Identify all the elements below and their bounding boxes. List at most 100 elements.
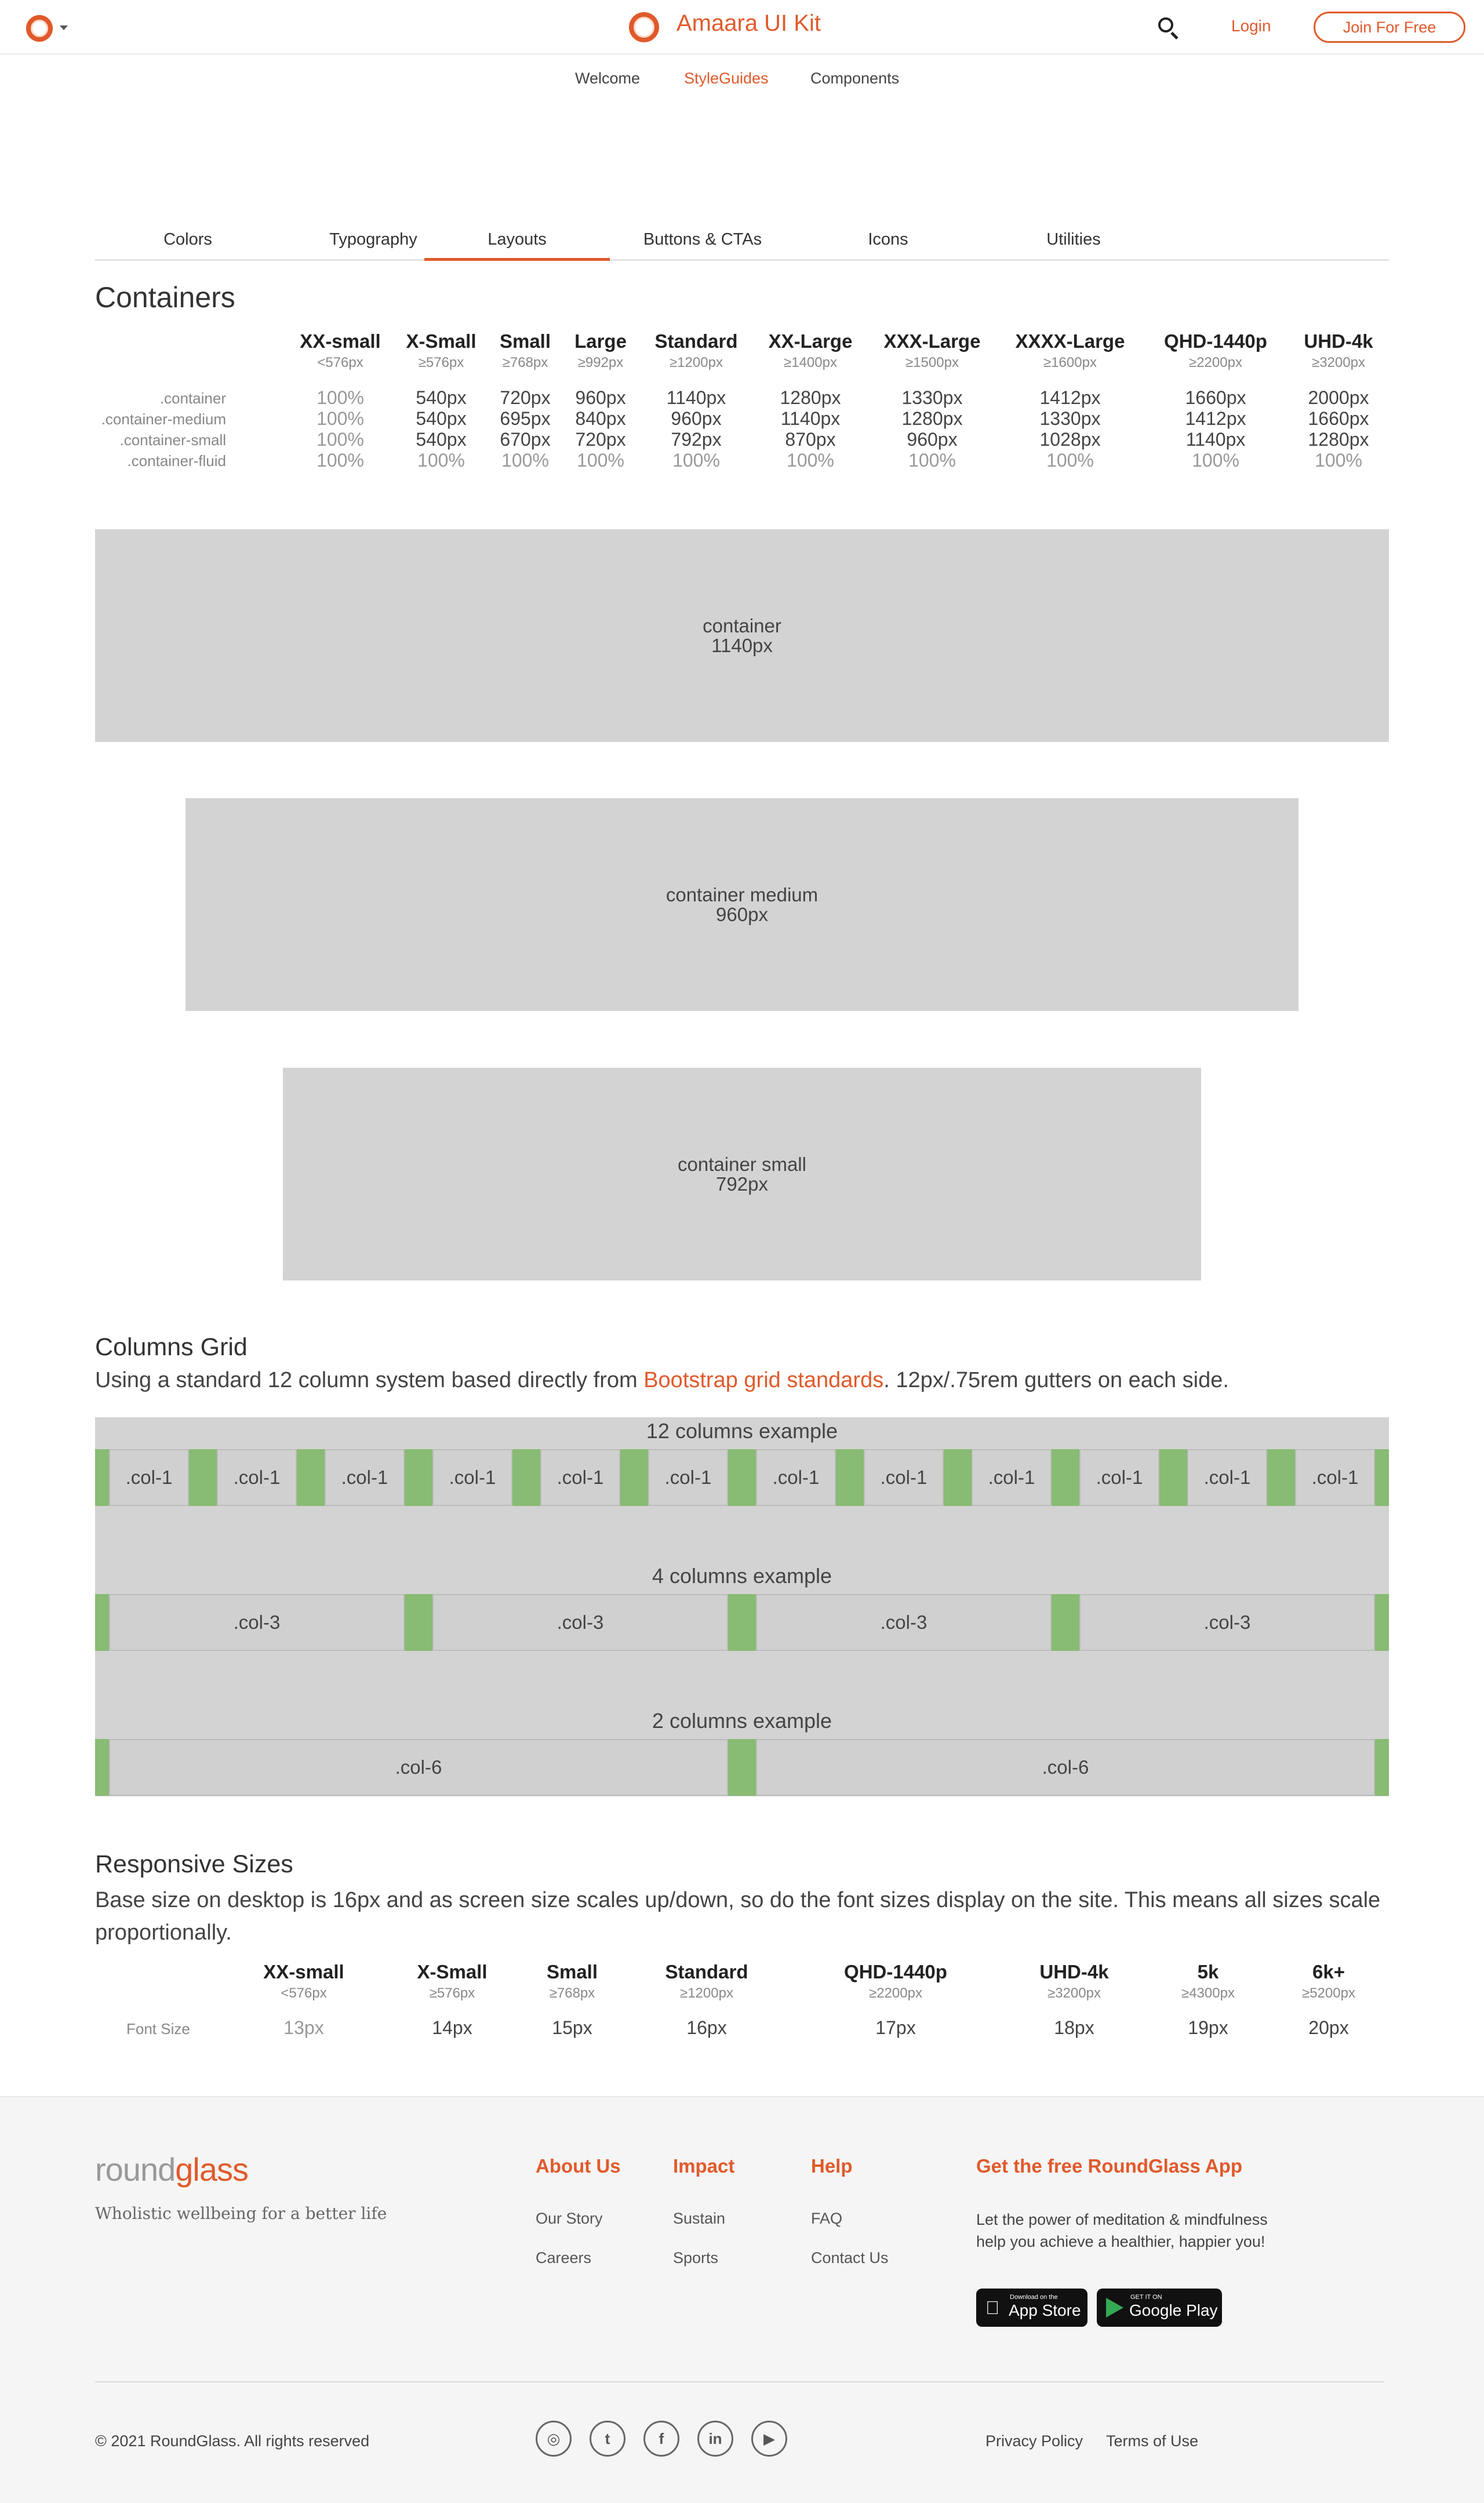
subnav-components[interactable]: Components [810, 70, 900, 87]
container-width-cell: 100% [672, 450, 720, 471]
linkedin-icon[interactable]: in [697, 2421, 733, 2457]
section-title-containers: Containers [95, 281, 235, 314]
tab-layouts[interactable]: Layouts [424, 218, 610, 261]
footer-tagline: Wholistic wellbeing for a better life [95, 2204, 387, 2223]
grid-column-label: .col-3 [432, 1594, 728, 1651]
container-width-cell: 1140px [1185, 429, 1246, 450]
container-width-cell: 1140px [666, 387, 726, 408]
google-play-badge[interactable]: GET IT ON Google Play [1097, 2289, 1222, 2327]
demo-container-medium-label: container medium [665, 883, 819, 905]
grid-column-label: .col-6 [756, 1739, 1375, 1796]
grid-column-label: .col-1 [864, 1449, 944, 1506]
grid-desc-text: Using a standard 12 column system based … [95, 1368, 644, 1392]
grid-column: .col-1 [419, 1449, 526, 1506]
styleguide-tabs: Colors Typography Layouts Buttons & CTAs… [95, 218, 1389, 261]
logo-text-glass: glass [175, 2151, 249, 2188]
grid-column: .col-1 [958, 1449, 1065, 1506]
app-store-badge[interactable]:  Download on the App Store [976, 2289, 1087, 2327]
footer-link-careers[interactable]: Careers [536, 2249, 592, 2266]
subnav-styleguides[interactable]: StyleGuides [684, 70, 769, 87]
tab-icons[interactable]: Icons [868, 230, 908, 249]
container-width-cell: 100% [317, 387, 364, 408]
instagram-icon[interactable]: ◎ [536, 2421, 572, 2457]
footer-link-our-story[interactable]: Our Story [536, 2210, 603, 2227]
container-class-label: .container-fluid [127, 452, 226, 470]
youtube-icon[interactable]: ▶ [751, 2421, 787, 2457]
container-width-cell: 1330px [901, 387, 963, 408]
responsive-breakpoint-header: 5k ≥4300px [1181, 1961, 1235, 2002]
privacy-policy-link[interactable]: Privacy Policy [985, 2432, 1083, 2450]
footer-heading-help: Help [811, 2155, 853, 2177]
container-width-cell: 540px [416, 387, 467, 408]
breakpoint-min: ≥768px [502, 355, 548, 370]
breakpoint-min: ≥1400px [784, 355, 837, 370]
grid-column: .col-1 [95, 1449, 203, 1506]
brand-logo-icon[interactable] [629, 12, 659, 42]
app-switcher-logo-icon[interactable] [26, 15, 53, 42]
section-title-responsive-sizes: Responsive Sizes [95, 1850, 293, 1878]
facebook-icon[interactable]: f [643, 2421, 679, 2457]
roundglass-logo[interactable]: roundglass [95, 2151, 249, 2188]
breakpoint-name: X-Small [417, 1961, 488, 1982]
container-width-cell: 2000px [1308, 387, 1369, 408]
bootstrap-grid-link[interactable]: Bootstrap grid standards [643, 1368, 884, 1392]
tab-utilities[interactable]: Utilities [1046, 230, 1101, 249]
breakpoint-name: QHD-1440p [844, 1961, 947, 1982]
breakpoint-header: Small ≥768px [500, 330, 551, 371]
grid-column: .col-1 [742, 1449, 850, 1506]
footer-link-sustain[interactable]: Sustain [673, 2210, 726, 2227]
container-width-cell: 100% [1315, 450, 1362, 471]
brand-title[interactable]: Amaara UI Kit [676, 10, 821, 36]
search-icon[interactable] [1157, 16, 1180, 40]
footer-link-contact-us[interactable]: Contact Us [811, 2249, 889, 2266]
terms-of-use-link[interactable]: Terms of Use [1106, 2432, 1199, 2450]
grid-column-label: .col-1 [432, 1449, 512, 1506]
breakpoint-name: XX-Large [768, 330, 853, 352]
breakpoint-name: XXX-Large [883, 330, 981, 352]
twitter-icon[interactable]: t [590, 2421, 625, 2457]
subnav-welcome[interactable]: Welcome [575, 70, 641, 87]
columns-grid-description: Using a standard 12 column system based … [95, 1368, 1229, 1393]
tab-typography[interactable]: Typography [329, 230, 417, 249]
breakpoint-header: XX-Large ≥1400px [769, 330, 853, 371]
caret-down-icon[interactable] [60, 26, 68, 30]
demo-container-box: container 1140px [95, 529, 1389, 742]
copyright: © 2021 RoundGlass. All rights reserved [95, 2432, 370, 2450]
container-width-cell: 1660px [1185, 387, 1246, 408]
grid-column: .col-3 [1065, 1594, 1389, 1651]
grid-column-label: .col-1 [217, 1449, 297, 1506]
breakpoint-min: ≥1500px [905, 355, 959, 370]
container-width-cell: 100% [317, 450, 364, 471]
breakpoint-min: ≥3200px [1312, 355, 1365, 370]
breakpoint-min: ≥576px [418, 355, 464, 370]
breakpoint-min: ≥5200px [1302, 1985, 1355, 2001]
footer-divider [95, 2381, 1384, 2382]
breakpoint-header: Large ≥992px [574, 330, 627, 371]
columns-grid-demo: 12 columns example .col-1 .col-1 .col-1 .co… [95, 1417, 1389, 1796]
responsive-breakpoint-header: Standard ≥1200px [665, 1961, 748, 2002]
breakpoint-name: 5k [1197, 1961, 1219, 1982]
demo-container-medium-size: 960px [716, 903, 768, 925]
grid-column: .col-1 [311, 1449, 419, 1506]
footer-link-faq[interactable]: FAQ [811, 2210, 843, 2227]
apple-icon:  [985, 2297, 999, 2319]
font-size-value: 19px [1188, 2017, 1228, 2038]
responsive-breakpoint-header: Small ≥768px [547, 1961, 598, 2002]
responsive-breakpoint-header: XX-small <576px [263, 1961, 344, 2002]
breakpoint-min: ≥3200px [1047, 1985, 1101, 2001]
grid-row-4: .col-3 .col-3 .col-3 .col-3 [95, 1594, 1389, 1651]
container-width-cell: 695px [500, 408, 551, 429]
container-width-cell: 100% [787, 450, 834, 471]
container-width-cell: 100% [1192, 450, 1239, 471]
container-class-label: .container-small [119, 431, 226, 449]
tab-colors[interactable]: Colors [163, 230, 212, 249]
grid-column: .col-3 [419, 1594, 742, 1651]
breakpoint-min: ≥1200px [670, 355, 723, 370]
login-link[interactable]: Login [1231, 17, 1271, 35]
container-width-cell: 100% [317, 408, 364, 429]
tab-buttons-ctas[interactable]: Buttons & CTAs [643, 230, 762, 249]
footer-link-sports[interactable]: Sports [673, 2249, 719, 2266]
join-for-free-button[interactable]: Join For Free [1314, 12, 1465, 43]
breakpoint-header: QHD-1440p ≥2200px [1164, 330, 1267, 371]
breakpoint-header: XXXX-Large ≥1600px [1016, 330, 1125, 371]
